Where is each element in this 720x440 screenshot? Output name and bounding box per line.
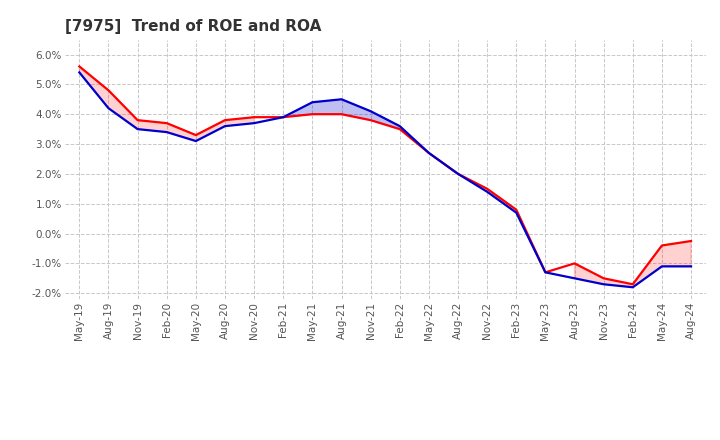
ROE: [454, 171, 462, 176]
ROE: [425, 150, 433, 156]
ROE: [687, 238, 696, 244]
ROE: [250, 114, 258, 120]
ROE: [541, 270, 550, 275]
ROA: [337, 97, 346, 102]
ROA: [483, 189, 492, 194]
ROE: [629, 282, 637, 287]
ROA: [395, 124, 404, 129]
ROA: [220, 124, 229, 129]
ROA: [366, 109, 375, 114]
ROE: [163, 121, 171, 126]
Text: [7975]  Trend of ROE and ROA: [7975] Trend of ROE and ROA: [65, 19, 321, 34]
ROE: [599, 276, 608, 281]
ROE: [657, 243, 666, 248]
ROE: [570, 261, 579, 266]
ROA: [512, 210, 521, 215]
ROA: [454, 171, 462, 176]
ROA: [629, 285, 637, 290]
ROE: [75, 64, 84, 69]
ROE: [133, 117, 142, 123]
ROA: [133, 126, 142, 132]
ROE: [395, 126, 404, 132]
ROE: [220, 117, 229, 123]
ROE: [104, 88, 113, 93]
ROA: [104, 106, 113, 111]
ROA: [75, 70, 84, 75]
Line: ROA: ROA: [79, 73, 691, 287]
ROA: [687, 264, 696, 269]
ROA: [657, 264, 666, 269]
ROA: [599, 282, 608, 287]
ROA: [192, 139, 200, 144]
ROE: [308, 112, 317, 117]
ROA: [425, 150, 433, 156]
ROE: [512, 207, 521, 213]
ROE: [366, 117, 375, 123]
ROA: [279, 114, 287, 120]
ROE: [279, 114, 287, 120]
ROA: [163, 129, 171, 135]
ROA: [541, 270, 550, 275]
ROE: [337, 112, 346, 117]
ROE: [192, 132, 200, 138]
ROA: [308, 99, 317, 105]
ROE: [483, 186, 492, 191]
ROA: [250, 121, 258, 126]
Line: ROE: ROE: [79, 66, 691, 284]
ROA: [570, 276, 579, 281]
